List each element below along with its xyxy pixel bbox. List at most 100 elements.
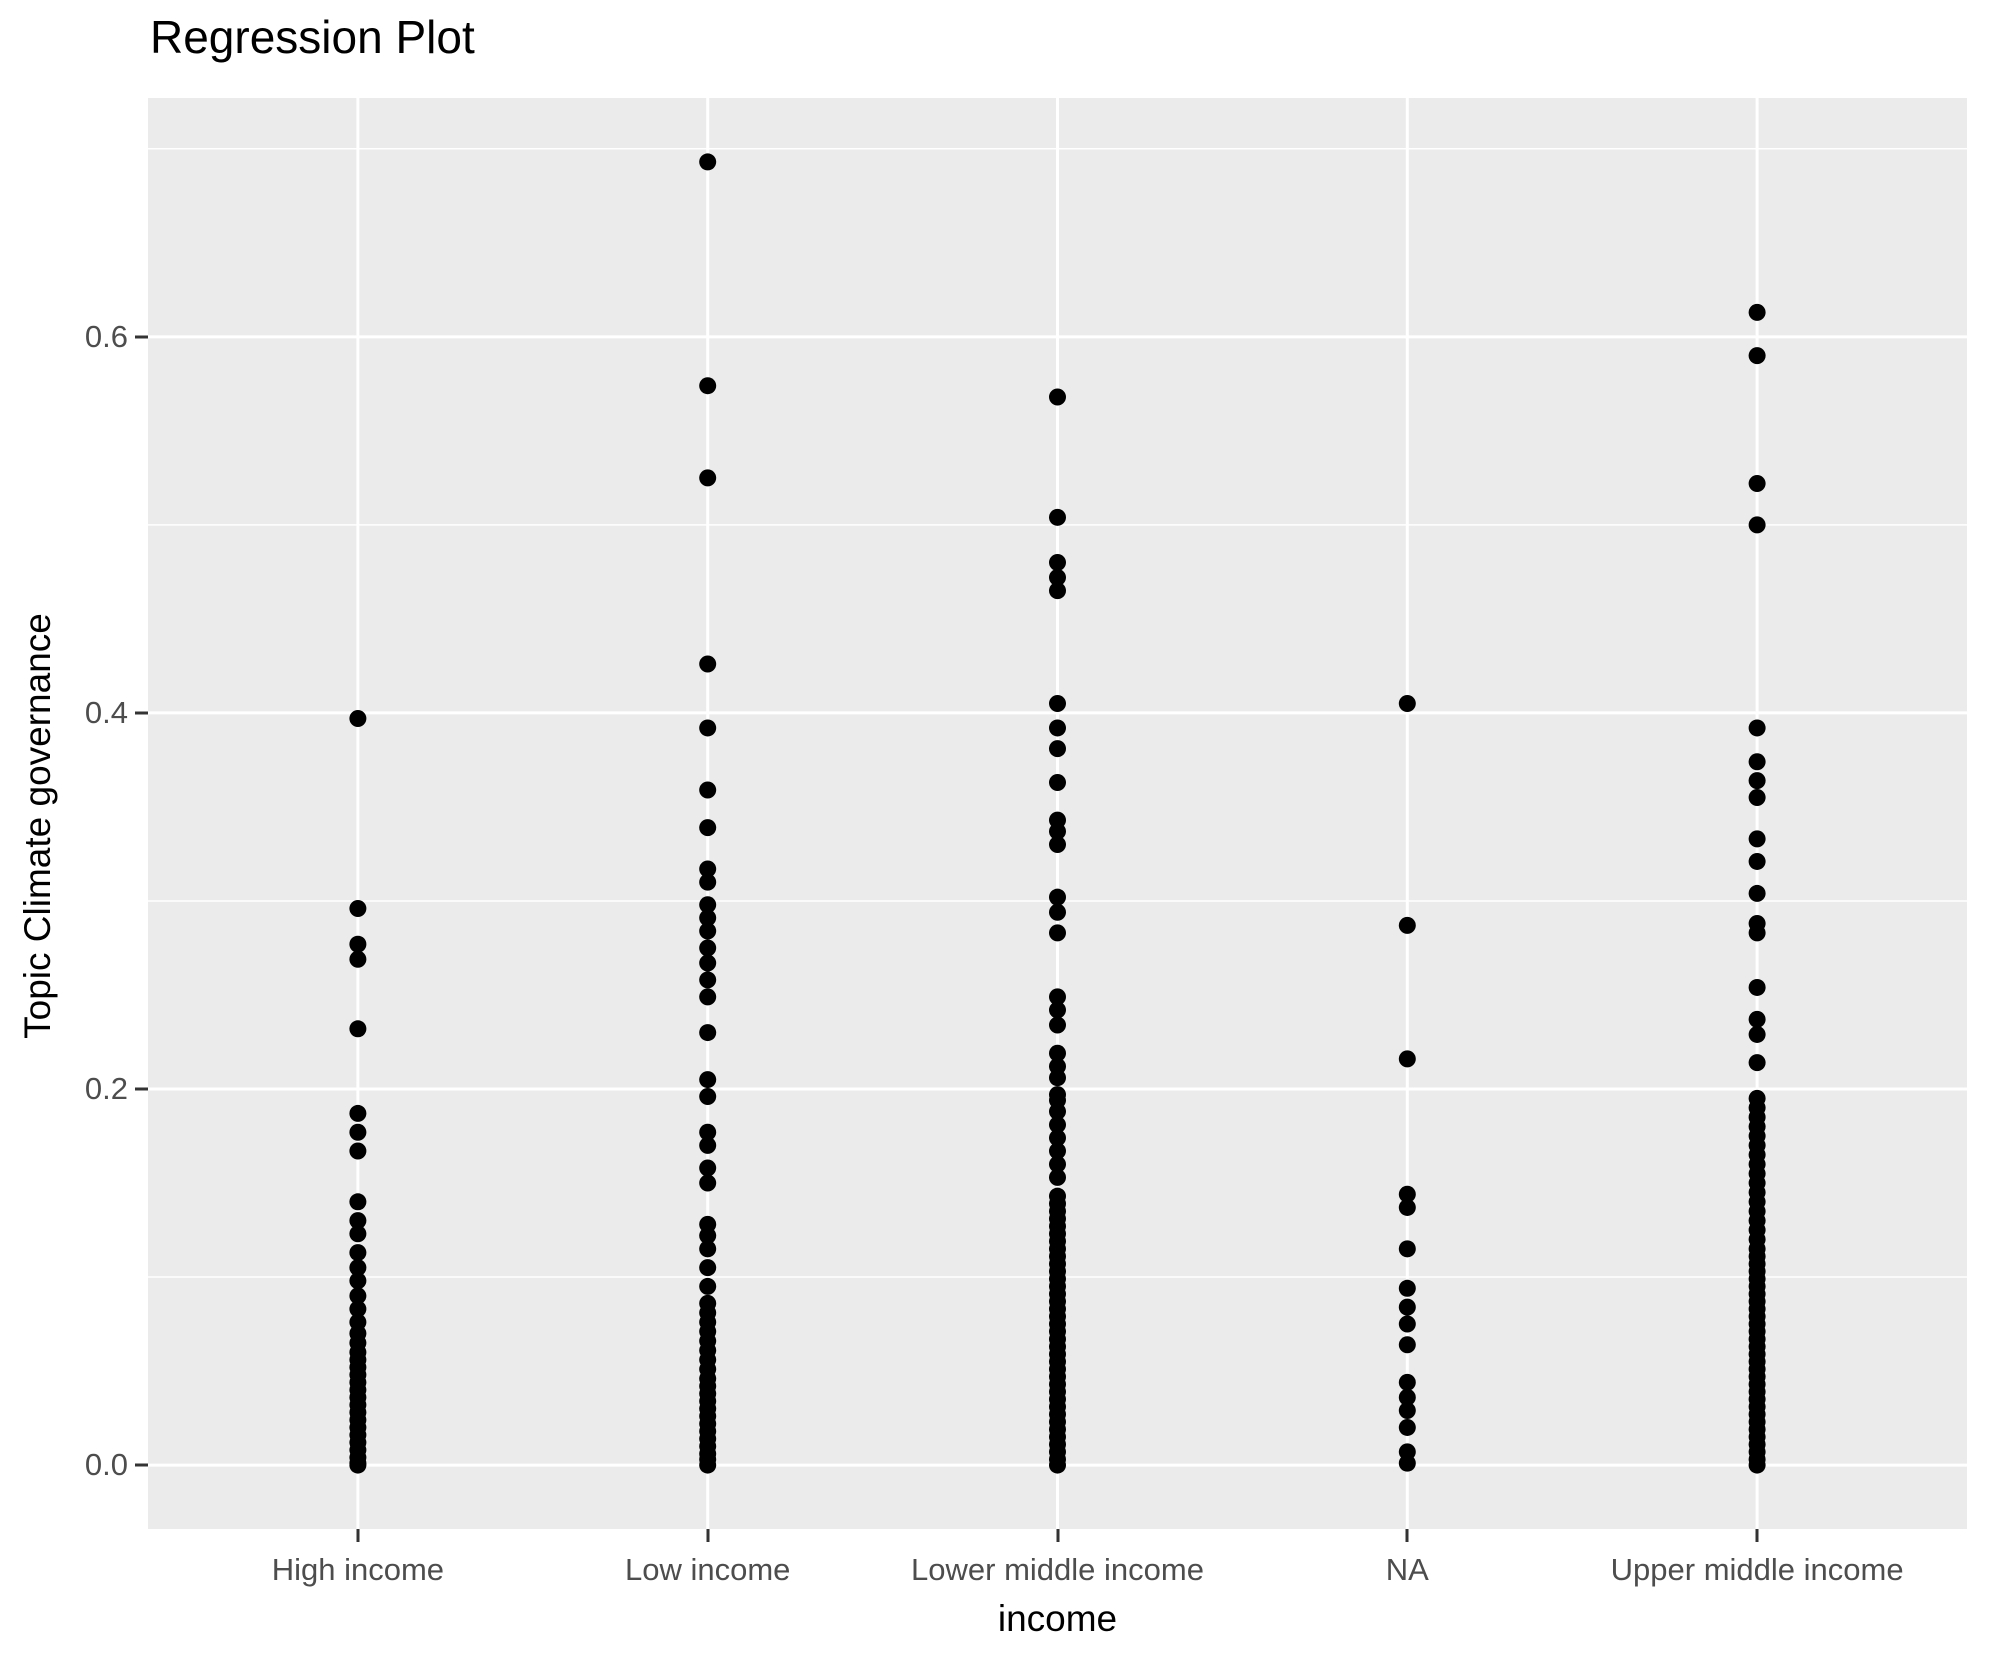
data-point bbox=[1049, 1001, 1066, 1019]
data-point bbox=[1049, 694, 1066, 712]
data-point bbox=[1748, 347, 1766, 365]
x-tick-label: Low income bbox=[624, 1552, 791, 1587]
data-point bbox=[699, 1123, 717, 1141]
data-point bbox=[1049, 1168, 1066, 1186]
data-point bbox=[1049, 773, 1066, 791]
data-point bbox=[1748, 852, 1766, 870]
data-point bbox=[1049, 1142, 1066, 1160]
x-tick-label: Lower middle income bbox=[911, 1552, 1204, 1587]
y-tick-label: 0.4 bbox=[84, 694, 128, 730]
data-point bbox=[349, 1456, 367, 1474]
plot-title: Regression Plot bbox=[150, 11, 475, 63]
data-point bbox=[1398, 1279, 1416, 1297]
data-point bbox=[1398, 1402, 1416, 1420]
data-point bbox=[1049, 1155, 1066, 1173]
data-point bbox=[699, 971, 717, 989]
data-point bbox=[699, 954, 717, 972]
x-tick-mark bbox=[1755, 1529, 1759, 1542]
data-point bbox=[1049, 553, 1066, 571]
data-point bbox=[349, 1259, 367, 1277]
data-point bbox=[1049, 924, 1066, 942]
x-axis-title: income bbox=[997, 1598, 1118, 1639]
data-point bbox=[1398, 1198, 1416, 1216]
data-point bbox=[1748, 978, 1766, 996]
data-point bbox=[1398, 1298, 1416, 1316]
data-point bbox=[1748, 1456, 1766, 1474]
x-tick-mark bbox=[706, 1529, 710, 1542]
data-point bbox=[1398, 1388, 1416, 1406]
data-point bbox=[1748, 719, 1766, 737]
data-point bbox=[1398, 1454, 1416, 1472]
data-point bbox=[349, 1123, 367, 1141]
data-point bbox=[699, 1174, 717, 1192]
data-point bbox=[699, 1159, 717, 1177]
data-point bbox=[349, 950, 367, 968]
data-point bbox=[699, 377, 717, 395]
data-point bbox=[699, 922, 717, 940]
y-tick-mark bbox=[135, 1087, 148, 1091]
data-point bbox=[699, 1277, 717, 1295]
x-tick-label: NA bbox=[1385, 1552, 1429, 1587]
y-axis-title: Topic Climate governance bbox=[17, 613, 58, 1039]
data-point bbox=[349, 1104, 367, 1122]
data-point bbox=[699, 1240, 717, 1258]
y-tick-label: 0.0 bbox=[84, 1447, 128, 1483]
data-point bbox=[1748, 884, 1766, 902]
scatter-chart-svg bbox=[148, 98, 1967, 1529]
data-point bbox=[699, 939, 717, 957]
data-point bbox=[349, 1272, 367, 1290]
data-point bbox=[349, 935, 367, 953]
data-point bbox=[1049, 888, 1066, 906]
y-tick-mark bbox=[135, 711, 148, 715]
y-tick-mark bbox=[135, 335, 148, 339]
data-point bbox=[349, 1142, 367, 1160]
data-point bbox=[699, 1071, 717, 1089]
data-point bbox=[1748, 789, 1766, 807]
x-tick-mark bbox=[1405, 1529, 1409, 1542]
data-point bbox=[349, 1020, 367, 1038]
y-tick-label: 0.6 bbox=[84, 318, 128, 354]
data-point bbox=[1748, 924, 1766, 942]
x-tick-label: Upper middle income bbox=[1610, 1552, 1904, 1587]
data-point bbox=[699, 896, 717, 914]
data-point bbox=[1748, 753, 1766, 771]
data-point bbox=[1049, 836, 1066, 854]
data-point bbox=[699, 819, 717, 837]
data-point bbox=[1049, 822, 1066, 840]
data-point bbox=[1398, 1240, 1416, 1258]
data-point bbox=[1049, 508, 1066, 526]
data-point bbox=[699, 1024, 717, 1042]
data-point bbox=[1049, 582, 1066, 600]
data-point bbox=[699, 655, 717, 673]
data-point bbox=[1398, 1336, 1416, 1354]
data-point bbox=[1398, 916, 1416, 934]
data-point bbox=[1748, 474, 1766, 492]
data-point bbox=[349, 1212, 367, 1230]
data-point bbox=[1748, 1054, 1766, 1072]
data-point bbox=[1049, 1044, 1066, 1062]
data-point bbox=[1049, 569, 1066, 587]
data-point bbox=[1398, 1315, 1416, 1333]
data-point bbox=[699, 781, 717, 799]
data-point bbox=[1049, 1069, 1066, 1087]
data-point bbox=[349, 899, 367, 917]
data-point bbox=[1049, 719, 1066, 737]
plot-panel bbox=[148, 98, 1967, 1529]
y-tick-label: 0.2 bbox=[84, 1070, 128, 1106]
x-tick-mark bbox=[356, 1529, 360, 1542]
data-point bbox=[1748, 1010, 1766, 1028]
x-tick-mark bbox=[1056, 1529, 1059, 1542]
data-point bbox=[699, 469, 717, 487]
data-point bbox=[699, 1227, 717, 1245]
data-point bbox=[349, 710, 367, 728]
data-point bbox=[699, 1456, 717, 1474]
data-point bbox=[1398, 1050, 1416, 1068]
data-point bbox=[699, 988, 717, 1006]
data-point bbox=[1049, 1456, 1066, 1474]
x-tick-label: High income bbox=[271, 1552, 445, 1587]
data-point bbox=[1748, 772, 1766, 790]
data-point bbox=[1748, 516, 1766, 534]
data-point bbox=[1049, 1129, 1066, 1147]
data-point bbox=[699, 1136, 717, 1154]
data-point bbox=[699, 153, 717, 171]
